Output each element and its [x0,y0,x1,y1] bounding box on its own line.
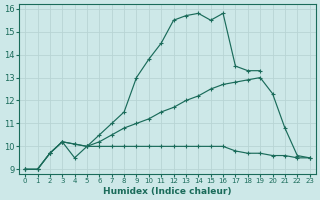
X-axis label: Humidex (Indice chaleur): Humidex (Indice chaleur) [103,187,232,196]
